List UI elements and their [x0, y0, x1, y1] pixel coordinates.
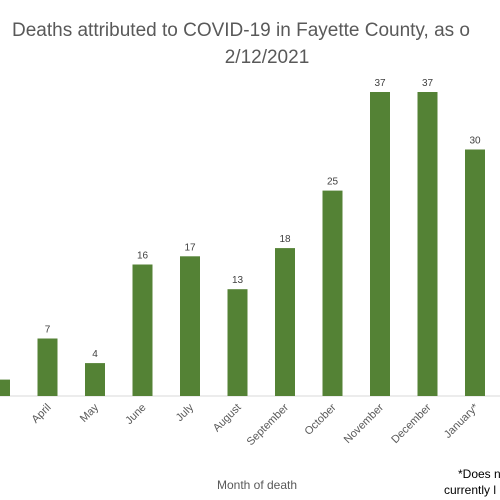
bar-may: [85, 363, 105, 396]
x-tick-label: July: [174, 401, 197, 424]
footnote-line-2: currently l: [444, 483, 496, 497]
data-label: 30: [469, 136, 481, 147]
chart-title-line-1: Deaths attributed to COVID-19 in Fayette…: [12, 20, 470, 41]
bar-january: [465, 149, 485, 396]
bar-august: [227, 289, 248, 396]
data-label: 4: [92, 349, 98, 360]
data-label: 18: [279, 234, 291, 245]
data-label: 17: [184, 242, 196, 253]
data-label: 37: [422, 78, 434, 89]
data-label: 16: [137, 251, 149, 262]
x-tick-label: December: [389, 401, 434, 446]
x-tick-labels-group: April May June July August September October No…: [30, 401, 482, 448]
data-label: 37: [374, 78, 386, 89]
bar-first: [0, 379, 10, 396]
footnote-line-1: *Does n: [458, 467, 500, 481]
x-tick-label: June: [123, 402, 148, 427]
data-label: 13: [232, 275, 244, 286]
bar-october: [322, 190, 343, 396]
bar-june: [132, 264, 153, 396]
x-axis-label: Month of death: [217, 478, 297, 492]
chart-title-line-2: 2/12/2021: [225, 47, 310, 68]
bar-april: [37, 338, 58, 396]
x-tick-label: April: [30, 402, 54, 426]
x-tick-label: August: [211, 402, 244, 435]
x-tick-label: October: [302, 401, 338, 437]
bar-july: [180, 256, 200, 396]
x-tick-label: November: [342, 401, 387, 446]
x-tick-label: January*: [442, 401, 482, 441]
data-label: 7: [45, 325, 51, 336]
x-tick-label: May: [78, 401, 102, 425]
bar-december: [417, 92, 438, 396]
bar-september: [275, 248, 295, 396]
bar-november: [370, 92, 390, 396]
x-tick-label: September: [245, 401, 292, 448]
bars-group: [0, 92, 485, 396]
data-labels-group: 7 4 16 17 13 18 25 37 37 30: [45, 78, 481, 360]
data-label: 25: [327, 177, 339, 188]
